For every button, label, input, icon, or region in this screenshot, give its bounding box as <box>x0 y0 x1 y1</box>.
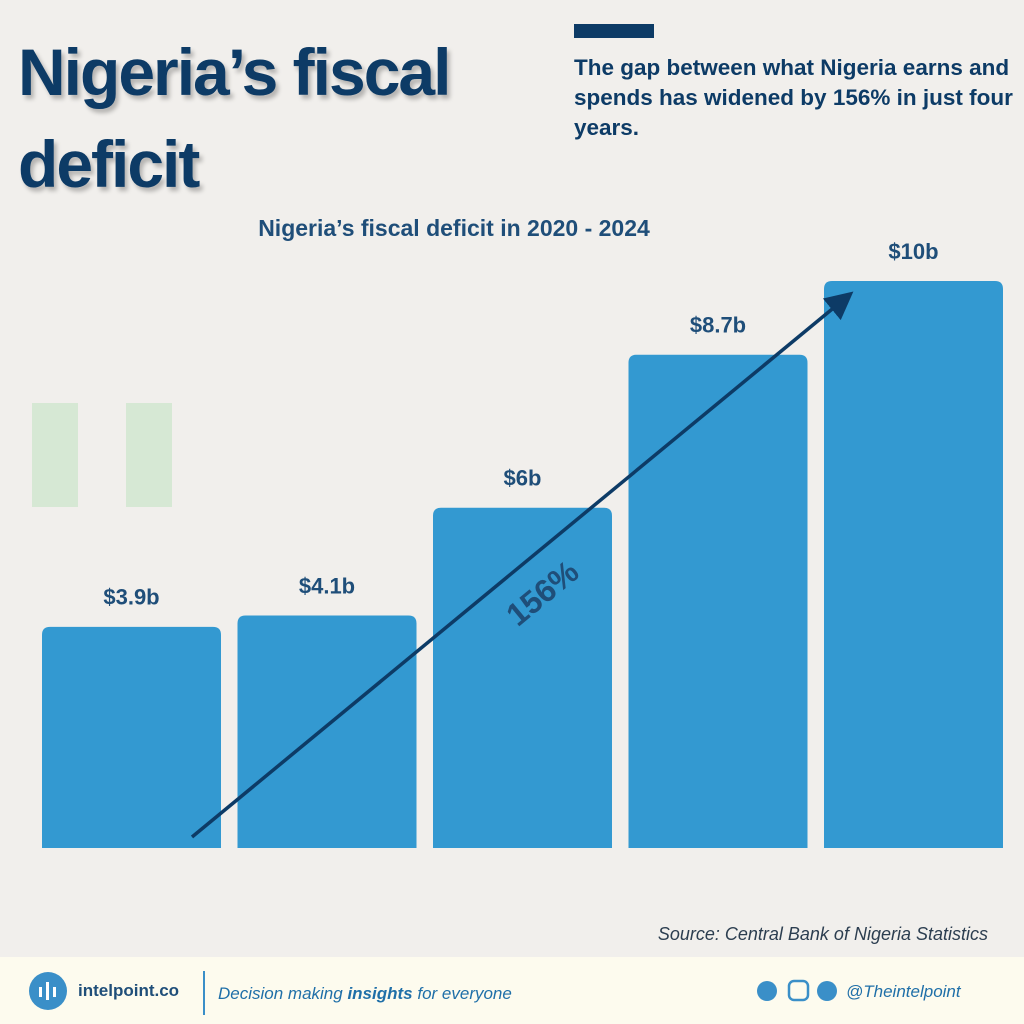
logo-bar <box>53 987 56 997</box>
value-label: $3.9b <box>103 585 159 610</box>
subtitle: The gap between what Nigeria earns and s… <box>574 55 1013 140</box>
source: Source: Central Bank of Nigeria Statisti… <box>658 924 988 944</box>
flag-stripe <box>126 403 172 507</box>
tagline: Decision making insights for everyone <box>218 984 512 1004</box>
logo-bar <box>39 987 42 997</box>
chart-title: Nigeria’s fiscal deficit in 2020 - 2024 <box>258 215 650 241</box>
tagline-part: Decision making <box>218 984 348 1003</box>
x-icon[interactable] <box>757 981 777 1001</box>
accent-bar <box>574 24 654 38</box>
bar <box>433 507 612 848</box>
tagline-part: for everyone <box>412 984 512 1003</box>
footer-graphics <box>29 971 837 1015</box>
bar <box>237 615 417 848</box>
value-label: $6b <box>504 466 542 491</box>
bar <box>42 626 221 848</box>
instagram-icon[interactable] <box>787 979 810 1002</box>
value-label: $10b <box>888 239 938 264</box>
footer: intelpoint.co Decision making insights f… <box>0 957 1024 1024</box>
title: Nigeria’s fiscal deficit <box>18 35 451 201</box>
trend-arrow <box>190 291 854 839</box>
flag-stripe <box>32 403 78 507</box>
value-label: $4.1b <box>299 573 355 598</box>
logo-bar <box>46 982 49 1000</box>
facebook-icon[interactable] <box>817 981 837 1001</box>
bar <box>824 281 1003 848</box>
brand: intelpoint.co <box>78 981 180 1000</box>
chart: Nigeria’s fiscal deficit in 2020 - 2024 … <box>32 215 1003 944</box>
bar <box>628 354 808 848</box>
tagline-emphasis: insights <box>347 984 413 1003</box>
handle: @Theintelpoint <box>846 982 961 1001</box>
value-label: $8.7b <box>690 313 746 338</box>
